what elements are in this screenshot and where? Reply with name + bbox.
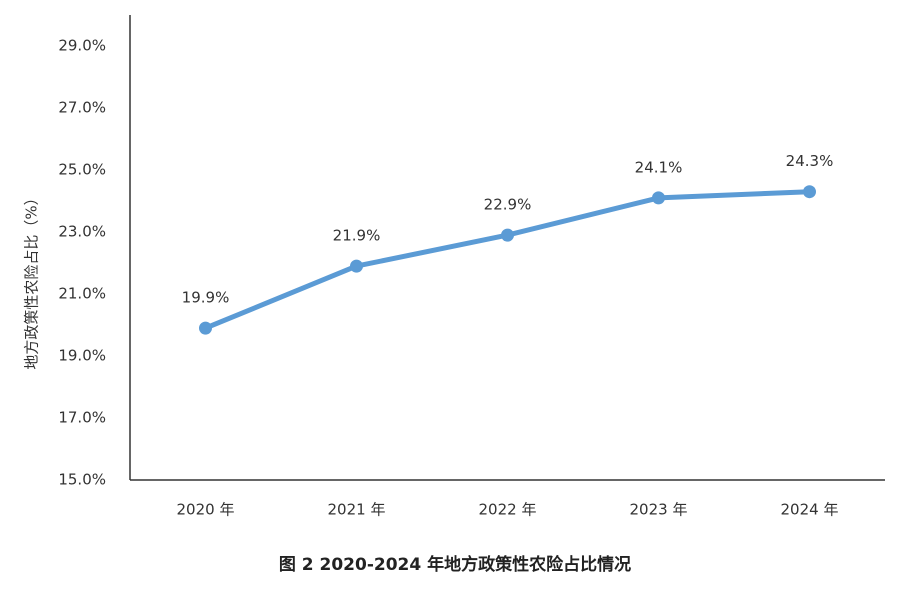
x-tick-label: 2021 年	[328, 501, 386, 519]
y-tick-label: 23.0%	[58, 223, 106, 241]
marker	[199, 321, 212, 335]
y-axis-label: 地方政策性农险占比（%）	[23, 190, 41, 369]
chart-title: 图 2 2020-2024 年地方政策性农险占比情况	[279, 554, 631, 575]
x-tick-label: 2023 年	[630, 501, 688, 519]
y-tick-label: 19.0%	[58, 347, 106, 365]
y-tick-label: 15.0%	[58, 471, 106, 489]
x-tick-label: 2024 年	[781, 501, 839, 519]
y-tick-label: 29.0%	[58, 37, 106, 55]
y-tick-label: 17.0%	[58, 409, 106, 427]
marker	[803, 185, 816, 199]
y-tick-label: 21.0%	[58, 285, 106, 303]
marker	[501, 228, 514, 242]
data-label: 19.9%	[182, 289, 230, 307]
marker	[652, 191, 665, 205]
y-tick-label: 25.0%	[58, 161, 106, 179]
data-label: 24.1%	[635, 158, 683, 176]
y-tick-label: 27.0%	[58, 99, 106, 117]
data-label: 24.3%	[786, 152, 834, 170]
x-tick-label: 2022 年	[479, 501, 537, 519]
data-label: 21.9%	[333, 227, 381, 245]
x-tick-label: 2020 年	[177, 501, 235, 519]
data-label: 22.9%	[484, 196, 532, 214]
marker	[350, 259, 363, 273]
